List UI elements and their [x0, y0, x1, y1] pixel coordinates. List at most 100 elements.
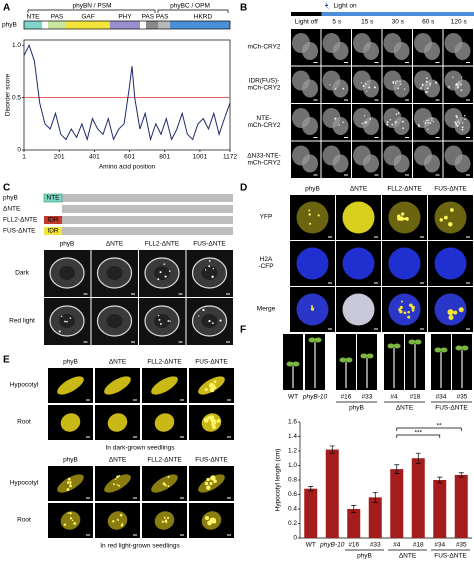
cell: [342, 247, 375, 280]
droplet: [308, 209, 311, 212]
panel-label: F: [240, 325, 246, 336]
droplet: [114, 478, 117, 480]
droplet: [317, 214, 320, 217]
column-label: ΔNTE: [350, 186, 368, 193]
droplet: [67, 477, 71, 481]
column-label: FLL2-ΔNTE: [147, 457, 182, 464]
droplet: [407, 310, 410, 314]
droplet: [364, 83, 367, 85]
domain: [42, 21, 48, 29]
row-label: -CFP: [258, 263, 273, 270]
row-label: mCh-CRY2: [247, 85, 280, 92]
row-label: IDR(FUS)-: [249, 78, 280, 85]
bar: [411, 458, 425, 538]
droplet: [210, 417, 215, 422]
droplet: [422, 85, 424, 87]
droplet: [425, 80, 428, 83]
cell: [342, 293, 375, 326]
y-tick-label: 1.0: [12, 42, 21, 49]
construct-tag-label: IDR: [47, 217, 59, 224]
cell: [332, 79, 349, 98]
panel-label: C: [3, 183, 10, 194]
droplet: [460, 83, 462, 86]
droplet: [397, 112, 400, 114]
droplet: [73, 521, 77, 525]
droplet: [425, 84, 427, 86]
droplet: [427, 91, 429, 93]
droplet: [431, 120, 433, 122]
cell: [296, 201, 329, 234]
droplet: [426, 77, 428, 79]
column-label: phyB: [305, 186, 320, 193]
cell: [363, 79, 379, 98]
y-tick-label: 0.6: [288, 491, 297, 498]
y-tick-label: 1.2: [288, 448, 297, 455]
droplet: [113, 483, 116, 486]
y-tick-label: 0: [293, 535, 297, 542]
photo-label: #35: [457, 394, 468, 401]
droplet: [403, 88, 406, 90]
light-on-bar: [321, 12, 474, 16]
cell: [302, 42, 318, 60]
droplet: [386, 123, 389, 126]
droplet: [213, 386, 217, 390]
cell: [454, 42, 471, 60]
droplet: [168, 270, 171, 272]
cell: [106, 314, 123, 328]
construct-name: ΔNTE: [3, 206, 21, 213]
y-tick-label: 0.8: [288, 477, 297, 484]
cell: [434, 347, 442, 353]
droplet: [216, 419, 221, 423]
cell: [363, 42, 379, 60]
droplet: [365, 121, 367, 124]
domain-name: GAF: [81, 14, 94, 21]
cell: [302, 154, 318, 173]
droplet: [69, 484, 72, 488]
droplet: [212, 268, 214, 270]
cell: [393, 117, 410, 135]
domain-name: PAS: [51, 14, 64, 21]
nucleus: [104, 474, 131, 493]
y-tick-label: 1.4: [288, 433, 297, 440]
x-tick-label: 401: [89, 154, 100, 161]
droplet: [425, 119, 427, 122]
droplet: [457, 125, 459, 127]
domain: [66, 21, 110, 29]
cell: [106, 266, 123, 280]
droplet: [338, 124, 340, 126]
droplet: [64, 320, 66, 323]
domain: [158, 21, 170, 29]
droplet: [411, 309, 415, 312]
droplet: [429, 84, 431, 86]
construct-tag-label: NTE: [47, 195, 61, 202]
column-label: phyB: [63, 359, 78, 366]
row-label: H2A: [260, 256, 273, 263]
droplet: [394, 81, 396, 83]
cell: [424, 117, 440, 135]
row-label: Red light: [9, 318, 35, 325]
droplet: [334, 117, 337, 120]
y-tick-label: 0: [17, 147, 21, 154]
droplet: [212, 520, 217, 524]
nucleus: [57, 376, 84, 395]
column-label: ΔNTE: [106, 241, 124, 248]
bar: [304, 488, 318, 538]
droplet: [69, 317, 72, 319]
domain: [170, 21, 230, 29]
droplet: [401, 120, 404, 123]
row-label: YFP: [260, 214, 273, 221]
y-tick-label: 1.0: [288, 462, 297, 469]
domain: [48, 21, 66, 29]
droplet: [69, 482, 72, 485]
cell: [393, 79, 410, 98]
droplet: [452, 76, 454, 78]
nucleus: [151, 376, 178, 395]
row-label: Hypocotyl: [10, 480, 39, 487]
droplet: [329, 84, 331, 86]
droplet: [71, 519, 74, 522]
droplet: [443, 215, 448, 220]
column-label: FLL2-ΔNTE: [387, 186, 422, 193]
condition-label: In red light-grown seedlings: [100, 543, 180, 550]
error-bar: [351, 505, 357, 513]
droplet: [424, 122, 427, 125]
